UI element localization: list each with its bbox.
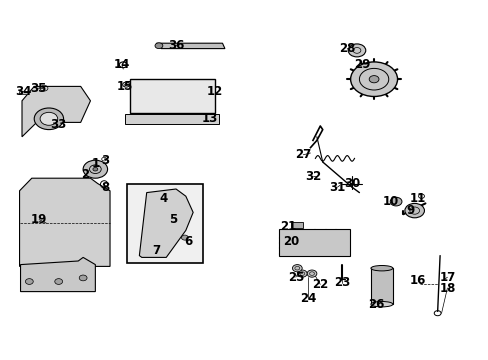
Circle shape bbox=[79, 275, 87, 281]
Polygon shape bbox=[156, 43, 224, 49]
Circle shape bbox=[155, 43, 163, 49]
Text: 33: 33 bbox=[50, 118, 67, 131]
Text: 2: 2 bbox=[81, 168, 89, 181]
Text: 28: 28 bbox=[338, 42, 355, 55]
Text: 25: 25 bbox=[287, 271, 304, 284]
Circle shape bbox=[297, 270, 306, 277]
Text: 3: 3 bbox=[101, 154, 109, 167]
Text: 36: 36 bbox=[167, 39, 184, 51]
Text: 7: 7 bbox=[152, 244, 160, 257]
Text: 5: 5 bbox=[169, 213, 177, 226]
Polygon shape bbox=[139, 189, 193, 257]
Text: 24: 24 bbox=[299, 292, 316, 305]
Circle shape bbox=[306, 270, 316, 277]
Text: 30: 30 bbox=[343, 177, 360, 190]
Bar bbox=[290, 222, 303, 228]
Text: 16: 16 bbox=[409, 274, 426, 287]
Bar bbox=[127, 184, 203, 263]
Text: 20: 20 bbox=[282, 235, 299, 248]
Text: 26: 26 bbox=[367, 298, 384, 311]
Bar bbox=[19, 91, 28, 94]
Circle shape bbox=[181, 235, 188, 240]
Bar bbox=[278, 229, 349, 256]
Ellipse shape bbox=[370, 266, 392, 271]
Polygon shape bbox=[20, 257, 95, 292]
Bar bbox=[129, 79, 215, 113]
Text: 11: 11 bbox=[409, 192, 426, 204]
Circle shape bbox=[404, 203, 424, 218]
Text: 31: 31 bbox=[328, 181, 345, 194]
Circle shape bbox=[25, 279, 33, 284]
Text: 22: 22 bbox=[311, 278, 328, 291]
Circle shape bbox=[350, 62, 397, 96]
Text: 32: 32 bbox=[304, 170, 321, 183]
Circle shape bbox=[152, 251, 159, 256]
Text: 6: 6 bbox=[184, 235, 192, 248]
Text: 14: 14 bbox=[114, 58, 130, 71]
Text: 27: 27 bbox=[294, 148, 311, 161]
Text: 12: 12 bbox=[206, 85, 223, 98]
Circle shape bbox=[83, 160, 107, 178]
Circle shape bbox=[171, 218, 178, 223]
Circle shape bbox=[40, 112, 58, 125]
Bar bbox=[124, 114, 219, 124]
Text: 34: 34 bbox=[15, 85, 32, 98]
Polygon shape bbox=[22, 86, 90, 137]
Text: 4: 4 bbox=[160, 192, 167, 204]
Circle shape bbox=[389, 197, 401, 206]
Polygon shape bbox=[20, 178, 110, 266]
Text: 9: 9 bbox=[406, 204, 414, 217]
Circle shape bbox=[34, 108, 63, 130]
Text: 21: 21 bbox=[280, 220, 296, 233]
Text: 18: 18 bbox=[438, 282, 455, 294]
Text: 17: 17 bbox=[438, 271, 455, 284]
Text: 35: 35 bbox=[30, 82, 46, 95]
Text: 23: 23 bbox=[333, 276, 350, 289]
Text: 8: 8 bbox=[101, 181, 109, 194]
Text: 10: 10 bbox=[382, 195, 399, 208]
Bar bbox=[370, 268, 392, 304]
Circle shape bbox=[292, 265, 302, 272]
Text: 29: 29 bbox=[353, 58, 369, 71]
Text: 19: 19 bbox=[31, 213, 47, 226]
Text: 1: 1 bbox=[91, 157, 99, 170]
Circle shape bbox=[93, 167, 98, 171]
Circle shape bbox=[55, 279, 62, 284]
Circle shape bbox=[146, 198, 185, 227]
Text: 13: 13 bbox=[202, 112, 218, 125]
Text: 15: 15 bbox=[116, 80, 133, 93]
Circle shape bbox=[347, 44, 365, 57]
Circle shape bbox=[368, 76, 378, 83]
Ellipse shape bbox=[370, 302, 392, 307]
